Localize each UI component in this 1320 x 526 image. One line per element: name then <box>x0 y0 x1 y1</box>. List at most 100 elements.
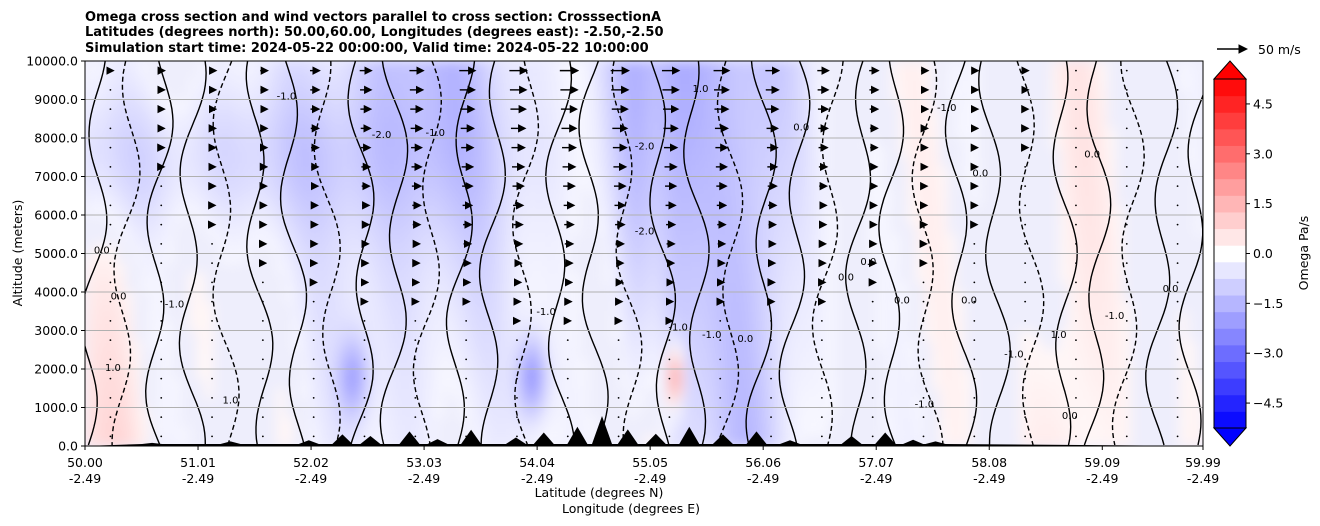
omega-cell <box>436 378 445 389</box>
omega-cell <box>1075 118 1084 129</box>
omega-cell <box>787 292 797 303</box>
omega-cell <box>548 407 557 418</box>
omega-cell <box>276 417 286 428</box>
omega-cell <box>747 195 757 206</box>
omega-cell <box>1027 330 1036 341</box>
omega-cell <box>332 388 342 399</box>
omega-cell <box>923 186 933 197</box>
omega-cell <box>284 118 294 129</box>
omega-cell <box>580 89 589 101</box>
omega-cell <box>516 311 525 322</box>
omega-cell <box>380 320 390 332</box>
omega-cell <box>500 215 509 226</box>
omega-cell <box>164 330 174 341</box>
omega-cell <box>364 99 374 110</box>
omega-cell <box>1091 157 1100 168</box>
omega-cell <box>100 426 110 437</box>
omega-cell <box>755 195 765 206</box>
omega-cell <box>939 407 949 418</box>
omega-cell <box>172 215 182 226</box>
wind-vector <box>1125 242 1128 245</box>
omega-cell <box>715 349 725 360</box>
omega-cell <box>620 330 629 341</box>
omega-cell <box>1091 243 1100 255</box>
omega-cell <box>284 224 294 235</box>
omega-cell <box>244 186 254 197</box>
omega-cell <box>1179 320 1188 332</box>
x-tick-lat-label: 50.00 <box>67 455 103 470</box>
omega-cell <box>955 340 965 351</box>
wind-vector <box>1176 262 1179 265</box>
omega-cell <box>604 109 613 120</box>
omega-cell <box>292 340 302 351</box>
omega-cell <box>452 388 461 399</box>
omega-cell <box>356 243 366 255</box>
omega-cell <box>532 166 541 178</box>
omega-cell <box>1083 80 1092 91</box>
omega-cell <box>372 378 382 389</box>
omega-cell <box>819 166 829 178</box>
omega-cell <box>795 234 805 245</box>
omega-cell <box>1123 426 1132 437</box>
omega-cell <box>947 243 957 255</box>
omega-cell <box>380 426 390 437</box>
omega-cell <box>723 397 733 409</box>
omega-cell <box>428 61 437 72</box>
omega-cell <box>675 176 685 187</box>
omega-cell <box>556 301 565 312</box>
omega-cell <box>188 186 198 197</box>
wind-vector <box>211 319 213 322</box>
omega-cell <box>396 176 406 187</box>
omega-cell <box>1091 272 1100 283</box>
omega-cell <box>500 340 509 351</box>
omega-cell <box>1107 263 1116 274</box>
omega-cell <box>1179 378 1188 389</box>
omega-cell <box>476 195 485 206</box>
omega-cell <box>763 407 773 418</box>
omega-cell <box>827 359 837 370</box>
omega-cell <box>308 369 318 380</box>
omega-cell <box>356 224 366 235</box>
omega-cell <box>164 186 174 197</box>
omega-cell <box>644 369 653 380</box>
omega-cell <box>891 311 901 322</box>
omega-cell <box>140 426 150 437</box>
wind-vector <box>516 358 518 361</box>
omega-cell <box>116 330 126 341</box>
omega-cell <box>340 388 350 399</box>
omega-cell <box>675 263 685 274</box>
omega-cell <box>811 397 821 409</box>
omega-cell <box>292 61 302 72</box>
omega-cell <box>228 253 238 264</box>
omega-cell <box>556 292 565 303</box>
wind-vector <box>465 358 468 361</box>
omega-cell <box>548 397 557 409</box>
omega-cell <box>316 70 326 81</box>
omega-cell <box>100 397 110 409</box>
omega-cell <box>388 282 398 293</box>
omega-cell <box>332 128 342 139</box>
wind-vector <box>668 339 671 342</box>
omega-cell <box>596 176 605 187</box>
omega-cell <box>907 417 917 428</box>
wind-vector <box>312 396 315 399</box>
omega-cell <box>819 378 829 389</box>
wind-vector <box>1176 127 1179 130</box>
omega-cell <box>1091 215 1100 226</box>
omega-cell <box>516 99 525 110</box>
omega-cell <box>276 166 286 178</box>
omega-cell <box>1067 388 1076 399</box>
omega-cell <box>651 195 661 206</box>
omega-cell <box>795 253 805 264</box>
omega-cell <box>380 349 390 360</box>
omega-cell <box>699 176 709 187</box>
omega-cell <box>691 61 701 72</box>
omega-cell <box>412 407 421 418</box>
omega-cell <box>140 243 150 255</box>
omega-cell <box>156 378 166 389</box>
omega-cell <box>540 320 549 332</box>
omega-cell <box>140 176 150 187</box>
omega-cell <box>939 243 949 255</box>
omega-cell <box>572 186 581 197</box>
omega-cell <box>596 70 605 81</box>
